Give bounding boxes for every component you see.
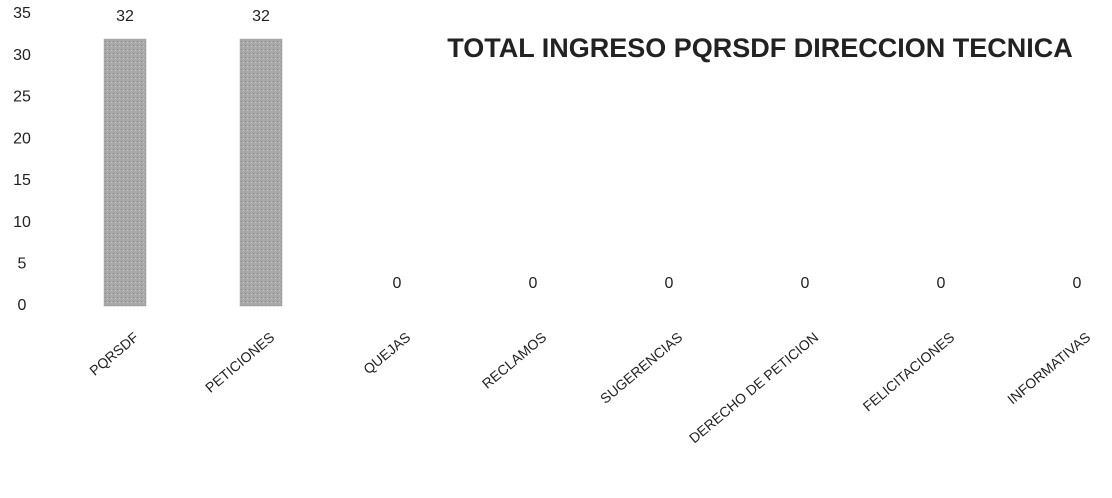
chart-title: TOTAL INGRESO PQRSDF DIRECCION TECNICA <box>447 33 1073 63</box>
y-tick-label: 10 <box>13 214 31 231</box>
y-tick-label: 15 <box>13 172 31 189</box>
x-tick-label: QUEJAS <box>360 329 413 377</box>
x-tick-label: INFORMATIVAS <box>1004 329 1093 407</box>
x-tick-label: SUGERENCIAS <box>597 329 685 407</box>
x-tick-label: DERECHO DE PETICION <box>686 329 821 446</box>
y-tick-label: 25 <box>13 89 31 106</box>
data-label: 0 <box>393 275 402 292</box>
bar <box>239 38 283 307</box>
x-tick-label: PETICIONES <box>202 329 277 396</box>
data-label: 0 <box>1073 275 1082 292</box>
data-label: 32 <box>116 8 134 25</box>
data-label: 32 <box>252 8 270 25</box>
data-label: 0 <box>665 275 674 292</box>
y-tick-label: 0 <box>18 297 27 314</box>
data-label: 0 <box>801 275 810 292</box>
bar <box>103 38 147 307</box>
x-tick-label: PQRSDF <box>86 329 141 379</box>
data-label: 0 <box>937 275 946 292</box>
x-tick-label: FELICITACIONES <box>860 329 958 415</box>
y-tick-label: 30 <box>13 47 31 64</box>
y-tick-label: 20 <box>13 130 31 147</box>
y-tick-label: 5 <box>18 256 27 273</box>
data-label: 0 <box>529 275 538 292</box>
x-tick-label: RECLAMOS <box>479 329 549 392</box>
y-tick-label: 35 <box>13 5 31 22</box>
